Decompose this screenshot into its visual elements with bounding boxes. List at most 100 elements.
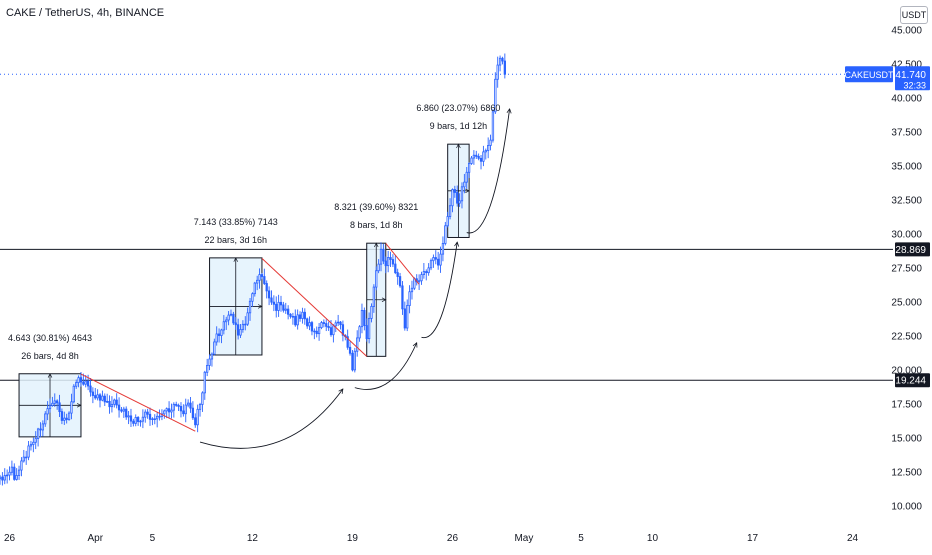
candle-body (113, 399, 116, 405)
candle-body (313, 330, 316, 333)
candle-body (146, 411, 149, 415)
candle-body (17, 469, 21, 476)
level-price-tag (895, 242, 930, 257)
candle-body (206, 365, 209, 373)
candle-body (325, 323, 328, 327)
curved-arrow (199, 389, 343, 449)
y-tick-label: 17.500 (891, 399, 922, 410)
candle-body (260, 274, 264, 277)
x-tick-label: 24 (847, 533, 859, 544)
candle-body (370, 305, 373, 319)
candle-body (179, 406, 183, 412)
candle-body (234, 322, 237, 326)
candle-body (217, 333, 221, 336)
candle-body (75, 382, 78, 387)
candle-body (148, 413, 152, 420)
candle-body (167, 408, 171, 413)
candle-body (232, 313, 235, 324)
candle-body (277, 301, 280, 311)
chart-title: CAKE / TetherUS, 4h, BINANCE (6, 7, 165, 19)
candle-body (172, 403, 175, 411)
candle-body (222, 321, 225, 331)
x-tick-label: May (514, 533, 533, 544)
x-tick-label: 26 (4, 533, 16, 544)
candle-body (41, 423, 45, 431)
candle-body (151, 418, 154, 421)
candle-body (251, 293, 254, 302)
candle-body (494, 78, 497, 113)
y-tick-label: 10.000 (891, 501, 922, 512)
candle-body (444, 225, 447, 244)
candle-body (94, 395, 97, 399)
candle-body (487, 145, 490, 151)
candle-body (417, 280, 421, 283)
candle-body (108, 400, 111, 408)
price-axis (893, 0, 932, 550)
x-tick-label: Apr (87, 533, 103, 544)
y-tick-label: 22.500 (891, 331, 922, 342)
candle-body (279, 301, 283, 306)
candle-body (460, 186, 464, 202)
candle-body (372, 286, 376, 307)
candle-body (315, 330, 318, 335)
candle-body (291, 315, 295, 318)
candle-body (384, 260, 387, 267)
candle-body (246, 312, 249, 325)
y-tick-label: 15.000 (891, 433, 922, 444)
candle-body (44, 413, 47, 425)
candle-body (117, 404, 121, 411)
candle-body (398, 276, 402, 287)
y-tick-label: 30.000 (891, 229, 922, 240)
candle-body (448, 205, 452, 217)
candle-body (308, 322, 311, 327)
candle-body (294, 316, 297, 326)
candle-body (258, 274, 261, 281)
candle-body (451, 189, 454, 207)
measure-label-bars: 9 bars, 1d 12h (430, 121, 488, 131)
candle-body (284, 308, 287, 311)
candle-body (132, 420, 135, 424)
x-tick-label: 5 (150, 533, 156, 544)
x-tick-label: 26 (447, 533, 459, 544)
candle-body (129, 415, 133, 422)
candle-body (429, 260, 433, 269)
candle-body (82, 381, 85, 385)
candle-body (229, 313, 233, 316)
level-price-label: 19.244 (895, 376, 926, 387)
candle-body (317, 327, 321, 335)
candle-body (134, 417, 137, 424)
candle-body (475, 154, 478, 157)
candle-body (256, 279, 259, 284)
candle-body (125, 408, 128, 418)
trend-line (80, 373, 196, 432)
candle-body (22, 456, 25, 462)
candle-body (367, 317, 371, 340)
candle-body (363, 310, 366, 326)
x-tick-label: 19 (347, 533, 359, 544)
candle-countdown-label: 32:33 (903, 80, 926, 90)
candle-body (467, 163, 471, 173)
candle-body (427, 267, 430, 274)
candle-body (441, 243, 445, 255)
candle-body (158, 415, 161, 418)
candle-body (34, 438, 37, 443)
candle-body (110, 403, 114, 408)
candle-body (375, 270, 378, 288)
y-tick-label: 12.500 (891, 467, 922, 478)
candle-body (306, 318, 309, 327)
candle-body (491, 111, 495, 141)
candle-body (267, 290, 271, 299)
candle-body (322, 322, 325, 324)
candle-body (287, 308, 290, 315)
candle-body (60, 411, 64, 421)
curved-arrow (466, 109, 510, 234)
measure-label-bars: 22 bars, 3d 16h (204, 235, 267, 245)
candle-body (432, 257, 435, 262)
candle-body (175, 403, 178, 406)
currency-button[interactable]: USDT (900, 6, 928, 24)
candle-body (270, 297, 273, 303)
candle-body (332, 325, 335, 336)
candle-body (225, 319, 228, 323)
